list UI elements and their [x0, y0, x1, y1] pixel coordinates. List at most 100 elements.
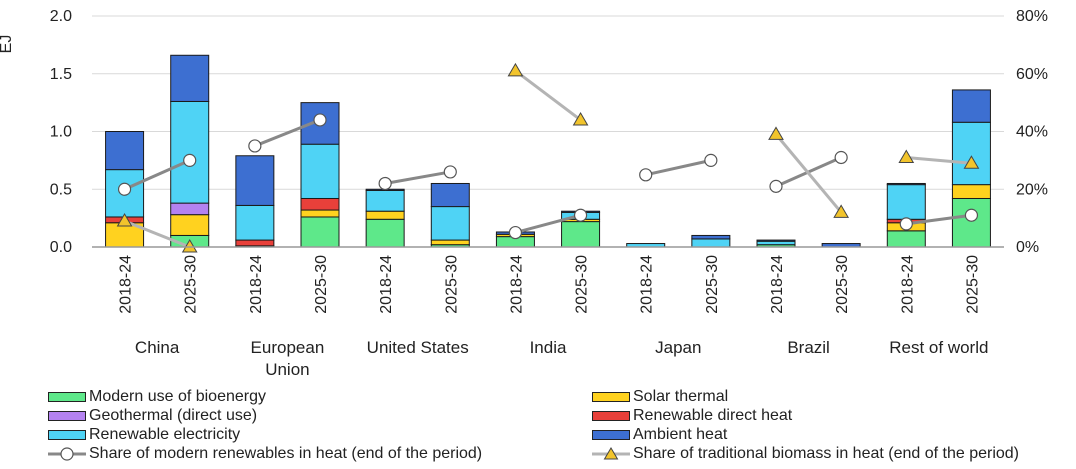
x-tick-label: 2018-24	[248, 255, 265, 314]
region-label: European Union	[251, 338, 325, 379]
region-label: United States	[367, 338, 469, 357]
bar-segment	[756, 239, 796, 242]
y-axis-left: 0.0 0.5 1.0 1.5 2.0	[50, 8, 72, 256]
region-label: China	[135, 338, 180, 357]
share-line-segment	[514, 69, 582, 122]
bar-segment	[170, 54, 210, 102]
bar-segment	[886, 230, 926, 248]
modern-share-marker	[899, 217, 913, 231]
traditional-share-marker	[833, 204, 850, 218]
bar-segment	[691, 238, 731, 248]
x-tick-label: 2025-30	[183, 255, 200, 314]
bar-segment	[235, 204, 275, 241]
share-line-segment	[645, 158, 712, 177]
bar-segment	[170, 202, 210, 216]
bar-segment	[235, 239, 275, 247]
bar-segment	[365, 218, 405, 248]
modern-share-marker	[248, 139, 262, 153]
modern-share-marker	[313, 113, 327, 127]
gridlines	[92, 15, 1004, 190]
modern-share-marker	[183, 153, 197, 167]
bar-segment	[300, 197, 340, 211]
x-axis: 2018-24 2025-30 2018-24 2025-30 2018-24 2025-…	[92, 246, 1004, 379]
x-tick-label: 2025-30	[834, 255, 851, 314]
modern-share-marker	[639, 168, 653, 182]
share-line-segment	[254, 118, 321, 148]
modern-share-marker	[508, 225, 523, 240]
traditional-share-marker	[181, 239, 198, 253]
traditional-share-marker	[572, 111, 589, 126]
bar-segment	[691, 234, 731, 240]
x-tick-label: 2025-30	[574, 255, 591, 314]
bar-segment	[951, 121, 991, 186]
bar-segment	[430, 206, 470, 241]
modern-share-marker	[704, 153, 718, 167]
x-tick-label: 2018-24	[118, 255, 135, 314]
x-tick-label: 2018-24	[508, 255, 525, 314]
y-tick-label: 0.0	[50, 239, 72, 256]
bar-segment	[886, 182, 926, 186]
share-lines	[116, 62, 980, 253]
y2-tick-label: 40%	[1016, 124, 1048, 141]
bar-segment	[170, 100, 210, 204]
bar-segment	[951, 89, 991, 123]
share-line-segment	[515, 213, 581, 235]
share-line-segment	[906, 155, 972, 165]
modern-share-marker	[964, 208, 979, 222]
traditional-share-marker	[768, 126, 784, 140]
x-tick-label: 2025-30	[313, 255, 330, 314]
y2-tick-label: 60%	[1016, 66, 1048, 83]
x-tick-label: 2025-30	[704, 255, 721, 314]
bar-segment	[951, 197, 991, 248]
share-line-segment	[124, 219, 191, 249]
modern-share-marker	[769, 179, 783, 193]
region-label: Rest of world	[889, 338, 988, 357]
share-line-segment	[774, 133, 843, 214]
bars	[105, 54, 991, 248]
y-axis-label: EJ	[0, 35, 15, 54]
y-tick-label: 1.0	[50, 124, 72, 141]
bar-segment	[756, 240, 796, 246]
x-tick-label: 2025-30	[443, 255, 460, 314]
modern-share-marker	[834, 150, 848, 165]
x-tick-label: 2018-24	[378, 255, 395, 314]
bar-segment	[105, 131, 145, 171]
bar-segment	[235, 155, 275, 206]
traditional-share-marker	[116, 213, 133, 227]
bar-segment	[561, 221, 601, 248]
y-tick-label: 0.5	[50, 181, 72, 198]
bar-segment	[430, 239, 470, 246]
bar-segment	[300, 209, 340, 218]
x-tick-label: 2018-24	[769, 255, 786, 314]
bar-segment	[365, 189, 405, 212]
bar-segment	[300, 143, 340, 199]
region-label: Brazil	[787, 338, 830, 357]
modern-share-marker	[117, 182, 132, 196]
bar-segment	[430, 182, 470, 208]
y2-tick-label: 80%	[1016, 8, 1048, 25]
x-tick-label: 2018-24	[899, 255, 916, 314]
y2-tick-label: 20%	[1016, 181, 1048, 198]
x-tick-label: 2018-24	[639, 255, 656, 314]
y-tick-label: 2.0	[50, 8, 72, 25]
x-tick-label: 2025-30	[964, 255, 981, 314]
modern-share-marker	[443, 165, 457, 179]
modern-share-marker	[378, 176, 392, 191]
traditional-share-marker	[963, 155, 980, 169]
region-label: Japan	[655, 338, 701, 357]
modern-share-marker	[573, 208, 588, 222]
bar-segment	[951, 184, 991, 199]
bar-segment	[170, 214, 210, 236]
y-tick-label: 1.5	[50, 66, 72, 83]
share-line-segment	[123, 159, 191, 191]
y2-tick-label: 0%	[1016, 239, 1039, 256]
share-line-segment	[384, 170, 451, 185]
bar-segment	[365, 210, 405, 220]
region-label: India	[530, 338, 567, 357]
traditional-share-marker	[898, 149, 915, 163]
y-axis-right: 0% 20% 40% 60% 80%	[1016, 8, 1048, 256]
share-line-segment	[906, 213, 972, 226]
traditional-share-marker	[507, 62, 524, 77]
bar-segment	[886, 184, 926, 220]
